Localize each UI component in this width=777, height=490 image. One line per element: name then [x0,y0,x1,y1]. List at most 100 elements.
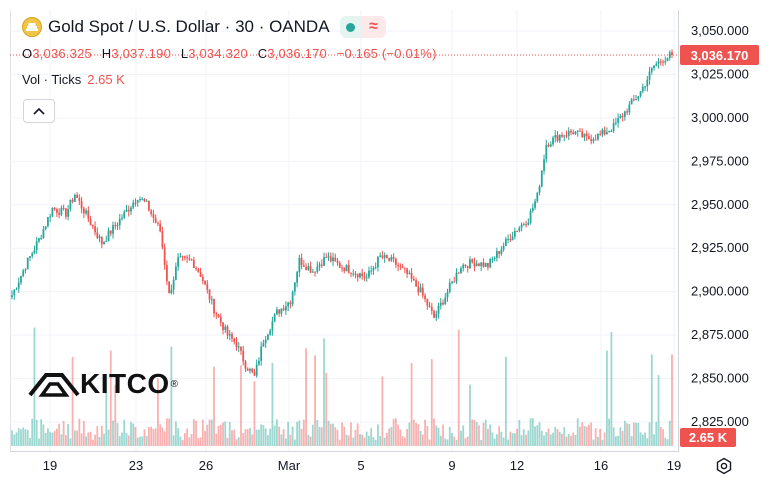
volume-bar [354,429,357,446]
volume-bar [71,357,74,446]
volume-bar [576,418,579,446]
candle-body [40,237,43,239]
candle-body [662,61,664,63]
candle-body [489,259,492,268]
candle-body [267,334,269,340]
volume-bar [608,418,611,446]
volume-bar [426,425,429,446]
volume-bar [80,433,83,446]
volume-bar [31,418,34,446]
volume-bar [154,428,157,446]
volume-bar [475,422,478,446]
candle-body [527,222,530,225]
volume-bar [585,426,588,446]
candle-body [208,289,211,300]
candle-body [446,291,449,298]
volume-bar [127,435,130,446]
candle-body [282,308,285,311]
volume-bar [383,437,386,446]
volume-bar [181,439,184,446]
candle-body [183,256,186,258]
volume-bar [325,372,328,446]
volume-bar [179,436,182,446]
candle-body [161,231,164,248]
candle-body [473,262,476,267]
volume-bar [264,428,267,446]
candle-body [329,256,332,262]
candle-body [296,272,298,283]
volume-bar [112,420,114,446]
volume-bar [60,434,63,446]
candle-body [394,258,397,265]
volume-bar [246,429,249,446]
candle-body [437,305,440,314]
candle-body [132,202,135,208]
candle-body [401,266,404,268]
candle-body [496,251,498,258]
candle-body [80,200,83,209]
candle-body [597,133,599,140]
candle-body [228,334,231,336]
volume-bar [53,430,56,446]
candle-body [273,314,276,322]
chart-settings-button[interactable] [713,455,735,477]
candle-body [664,60,667,63]
candle-body [332,257,334,262]
volume-bar [20,429,22,446]
volume-bar [226,437,229,446]
candle-body [608,131,611,133]
volume-bar [397,424,400,446]
volume-bar [145,436,148,446]
volume-bar [107,429,110,446]
y-tick-label: 2,825.000 [691,414,749,429]
volume-bar [157,378,159,446]
candle-body [325,257,328,259]
candle-body [547,144,550,147]
candle-body [635,99,637,101]
candle-body [628,104,631,113]
volume-bar [67,423,70,446]
volume-bar [215,433,218,446]
candle-body [78,197,81,201]
candle-body [448,283,451,292]
symbol-title[interactable]: Gold Spot / U.S. Dollar · 30 · OANDA [48,17,330,36]
volume-bar [341,422,343,446]
volume-bar [56,428,58,446]
volume-bar [590,422,593,446]
candle-body [338,262,341,268]
volume-label[interactable]: Vol · Ticks [22,72,82,87]
candle-body [433,310,435,318]
volume-bar [480,439,483,446]
volume-bar [406,429,408,446]
candle-body [617,118,620,123]
candle-body [471,259,474,263]
y-tick-label: 2,850.000 [691,371,749,386]
collapse-legend-button[interactable] [23,99,55,123]
candle-body [287,302,290,307]
candle-body [377,256,379,268]
candle-body [639,91,642,97]
volume-bar [233,429,236,446]
candle-body [480,262,483,267]
candle-body [388,257,391,261]
candle-body [493,257,496,259]
volume-bar [188,437,191,446]
registered-mark: ® [170,378,178,390]
volume-bar [558,431,561,446]
y-tick-label: 2,950.000 [691,197,749,212]
candle-body [511,236,514,241]
volume-bar [439,435,442,446]
volume-bar [435,425,438,446]
candle-body [612,122,615,131]
volume-bar [455,439,458,446]
candle-body [181,256,184,258]
volume-bar [511,433,514,446]
candle-body [174,266,177,280]
candle-body [374,267,377,269]
market-status-pill[interactable]: ≈ [339,16,386,38]
volume-bar [320,427,323,446]
volume-bar [69,438,72,446]
volume-bar [190,434,193,446]
x-tick-label: Mar [278,458,301,473]
